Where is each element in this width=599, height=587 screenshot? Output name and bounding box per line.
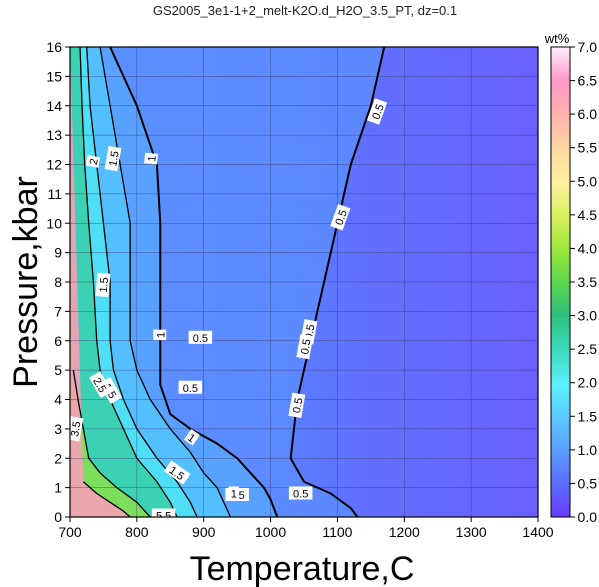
colorbar-tick-label-0: 0.0	[578, 509, 598, 525]
contour-label-9: 1	[144, 152, 159, 165]
contour-labels: 0.50.50.50.50.50.50.50.50.511111.51.51.5…	[69, 98, 388, 523]
contour-label-4: 0.5	[288, 392, 306, 418]
contour-line-0.5	[289, 47, 386, 517]
x-tick-label-5: 1200	[389, 524, 420, 540]
y-tick-label-6: 6	[54, 333, 62, 349]
contour-line-2.5	[79, 47, 178, 517]
contour-label-8: 0.5	[288, 486, 313, 501]
contour-line-3.5	[72, 370, 151, 517]
contour-label-10: 1	[153, 329, 167, 341]
contour-label-text-13: 1.5	[107, 150, 121, 167]
y-tick-label-14: 14	[46, 98, 62, 114]
y-tick-label-11: 11	[47, 186, 62, 202]
colorbar-tick-label-10: 5.0	[578, 173, 598, 189]
x-tick-label-7: 1400	[522, 524, 553, 540]
contour-label-text-3: 0.5	[299, 338, 313, 355]
contour-label-text-1: 0.5	[333, 208, 350, 226]
contour-label-text-4: 0.5	[291, 397, 305, 414]
y-tick-label-10: 10	[46, 215, 62, 231]
contour-label-6: 0.5	[178, 380, 203, 395]
colorbar-gradient	[550, 46, 571, 518]
colorbar-tick-label-2: 1.0	[578, 442, 598, 458]
colorbar-label: wt%	[544, 31, 570, 46]
x-tick-label-4: 1100	[322, 524, 352, 540]
colorbar-tick-label-8: 4.0	[578, 240, 598, 256]
colorbar-tick-label-5: 2.5	[578, 341, 598, 357]
contour-label-17: 2	[85, 155, 101, 168]
colorbar-ticks: 0.0 0.5 1.0 1.5 2.0 2.5 3.0 3.5 4.0 4.5 5.0 5.5 6.0 6…	[570, 39, 597, 525]
y-axis-label: Pressure,kbar	[7, 176, 45, 388]
contour-label-1: 0.5	[330, 203, 351, 231]
contour-label-3: 0.5	[296, 333, 314, 360]
contour-label-text-9: 1	[146, 155, 158, 162]
colorbar-tick-label-6: 3.0	[578, 308, 598, 324]
y-tick-label-12: 12	[46, 157, 62, 173]
colorbar-tick-label-13: 6.5	[578, 73, 598, 89]
y-tick-label-8: 8	[54, 274, 62, 290]
contour-label-0: 0.5	[366, 98, 388, 125]
contour-label-text-12: 1	[231, 489, 237, 501]
colorbar: wt% 0.0 0.5 1.0 1.5 2.0 2.5 3.0 3.5 4.0 4.5 5.0 5.5…	[544, 31, 597, 525]
contour-label-13: 1.5	[104, 145, 122, 172]
contour-label-11: 1	[183, 428, 200, 446]
contour-line-1	[109, 47, 279, 517]
colorbar-tick-label-7: 3.5	[578, 274, 598, 290]
contour-label-text-8: 0.5	[293, 489, 308, 501]
x-axis-ticks: 700 800 900 1000 1100 1200 1300 1400	[58, 517, 554, 540]
contour-line-1.5	[99, 47, 232, 517]
x-tick-label-2: 900	[192, 524, 216, 540]
contour-label-text-11: 1	[185, 432, 197, 445]
x-tick-label-6: 1300	[456, 524, 487, 540]
x-tick-label-0: 700	[58, 524, 82, 540]
contour-fill-6	[70, 47, 131, 517]
contour-label-5: 0.5	[188, 330, 213, 345]
contour-label-19: 3.5	[69, 416, 84, 442]
contour-label-14: 1.5	[95, 272, 111, 298]
y-tick-label-2: 2	[54, 450, 62, 466]
contour-label-20: 5.5	[151, 508, 176, 523]
plot-area: 0.50.50.50.50.50.50.50.50.511111.51.51.5…	[69, 47, 538, 523]
contour-label-text-0: 0.5	[370, 103, 387, 121]
contour-label-text-17: 2	[88, 158, 101, 166]
colorbar-tick-label-1: 0.5	[578, 475, 598, 491]
colorbar-tick-label-4: 2.0	[578, 375, 598, 391]
chart-title: GS2005_3e1-1+2_melt-K2O.d_H2O_3.5_PT, dz…	[153, 3, 457, 18]
y-tick-label-9: 9	[54, 245, 62, 261]
x-tick-label-1: 800	[125, 524, 149, 540]
contour-label-text-10: 1	[155, 332, 167, 338]
contour-lines	[72, 47, 386, 517]
colorbar-tick-label-14: 7.0	[578, 39, 598, 55]
contour-label-text-5: 0.5	[193, 333, 208, 345]
colorbar-tick-label-9: 4.5	[578, 207, 598, 223]
contour-line-5.5	[82, 481, 131, 517]
x-axis-label: Temperature,C	[190, 550, 415, 587]
y-tick-label-4: 4	[54, 392, 62, 408]
colorbar-tick-label-12: 6.0	[578, 106, 598, 122]
y-tick-label-15: 15	[46, 68, 62, 84]
colorbar-tick-label-3: 1.5	[578, 408, 598, 424]
contour-label-text-20: 5.5	[156, 511, 171, 523]
contour-label-text-19: 3.5	[69, 420, 83, 437]
contour-label-text-14: 1.5	[98, 277, 111, 293]
y-tick-label-1: 1	[54, 480, 62, 496]
contour-label-text-6: 0.5	[183, 383, 198, 395]
y-tick-label-5: 5	[54, 362, 62, 378]
x-tick-label-3: 1000	[255, 524, 286, 540]
y-tick-label-7: 7	[54, 303, 62, 319]
y-tick-label-13: 13	[46, 127, 62, 143]
y-tick-label-16: 16	[46, 39, 62, 55]
y-tick-label-3: 3	[54, 421, 62, 437]
colorbar-tick-label-11: 5.5	[578, 140, 598, 156]
contour-label-12: 1	[228, 486, 240, 501]
y-tick-label-0: 0	[54, 509, 62, 525]
